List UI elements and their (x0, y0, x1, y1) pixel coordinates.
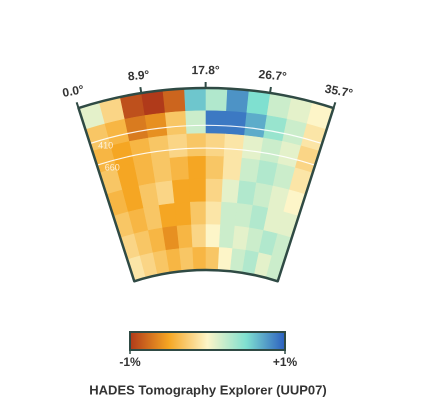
cell (189, 201, 207, 226)
cell (205, 201, 223, 226)
cell (226, 88, 250, 114)
cell (186, 133, 207, 158)
cell (222, 156, 243, 182)
chart-title: HADES Tomography Explorer (UUP07) (89, 382, 326, 397)
cell (223, 133, 245, 159)
cell (176, 224, 193, 249)
x-tick-label: 0.0° (61, 82, 85, 100)
colorbar (129, 331, 286, 351)
colorbar-label: -1% (119, 355, 141, 369)
x-tick (75, 102, 80, 109)
cell (205, 87, 228, 112)
depth-label: 410 (98, 141, 113, 151)
cell (205, 178, 224, 203)
cell (221, 179, 241, 204)
cell (151, 157, 173, 184)
depth-label: 660 (105, 162, 120, 172)
cell (155, 180, 175, 206)
x-tick (139, 86, 143, 94)
cell (219, 224, 236, 249)
depth-line (89, 124, 323, 145)
cell (148, 135, 171, 161)
cell (174, 201, 192, 227)
cell (179, 247, 195, 272)
cell (162, 88, 186, 114)
cell (141, 89, 166, 116)
cell (171, 179, 191, 204)
cell (205, 110, 227, 135)
colorbar-label: +1% (273, 355, 298, 369)
x-tick-label: 26.7° (258, 67, 288, 84)
cell (192, 246, 207, 271)
cell (158, 203, 178, 229)
cell (191, 224, 207, 248)
cell (205, 224, 221, 248)
cell (244, 112, 268, 139)
x-tick-label: 17.8° (192, 63, 220, 77)
x-tick (269, 86, 272, 94)
depth-line (96, 147, 316, 166)
x-tick-label: 35.7° (324, 82, 354, 101)
cell (246, 89, 271, 116)
cell (164, 110, 188, 136)
x-tick (332, 102, 337, 109)
cell (220, 201, 238, 227)
cell (224, 110, 248, 136)
cell (188, 178, 207, 203)
cell (187, 155, 207, 180)
cell (184, 87, 207, 112)
cell (144, 112, 168, 139)
cell (169, 156, 190, 182)
cell (205, 133, 226, 158)
cell (185, 110, 207, 135)
cell (205, 246, 220, 271)
x-tick-label: 8.9° (127, 67, 150, 83)
cell (205, 155, 225, 180)
cell (167, 133, 189, 159)
